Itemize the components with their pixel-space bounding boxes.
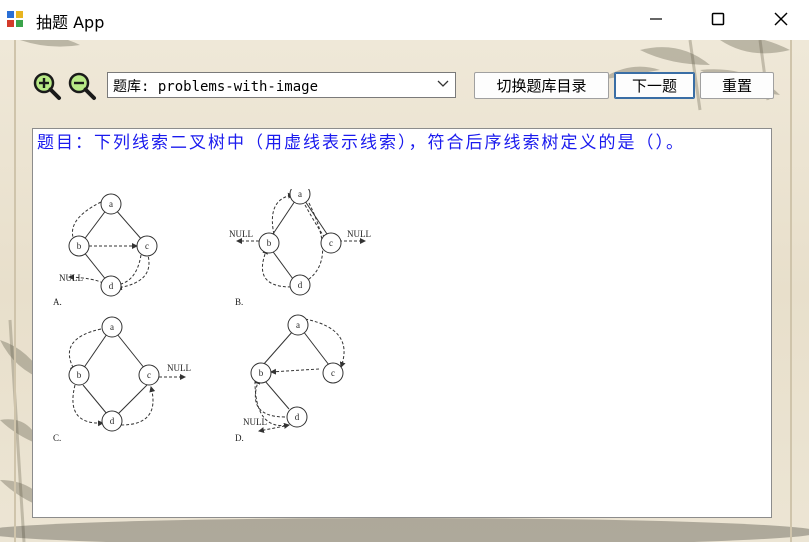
minimize-icon bbox=[650, 18, 662, 20]
node-a-label: a bbox=[296, 320, 300, 330]
option-d-tree bbox=[250, 314, 346, 434]
question-text: 题目：下列线索二叉树中（用虚线表示线索），符合后序线索树定义的是（）。 bbox=[37, 133, 685, 153]
null-label: NULL bbox=[243, 417, 267, 427]
null-label: NULL bbox=[229, 229, 253, 239]
question-bank-select-value: 题库: problems-with-image bbox=[113, 79, 319, 95]
node-a-label: a bbox=[109, 199, 113, 209]
frame-border-left bbox=[14, 40, 16, 542]
node-c-label: c bbox=[147, 370, 151, 380]
app-icon bbox=[7, 11, 23, 27]
node-b-label: b bbox=[267, 238, 272, 248]
switch-bank-directory-button[interactable]: 切换题库目录 bbox=[474, 72, 609, 99]
option-c-label: C. bbox=[53, 433, 61, 443]
client-area: 题库: problems-with-image 切换题库目录 下一题 重置 题目… bbox=[0, 40, 809, 542]
window-title: 抽题 App bbox=[36, 13, 105, 32]
node-d-label: d bbox=[109, 281, 114, 291]
node-a-label: a bbox=[110, 322, 114, 332]
next-question-button[interactable]: 下一题 bbox=[614, 72, 695, 99]
option-a-label: A. bbox=[53, 297, 62, 307]
frame-border-right bbox=[790, 40, 792, 542]
option-d-label: D. bbox=[235, 433, 244, 443]
node-d-label: d bbox=[110, 416, 115, 426]
reset-button[interactable]: 重置 bbox=[700, 72, 774, 99]
minimize-button[interactable] bbox=[633, 0, 679, 38]
option-c-tree bbox=[68, 316, 186, 432]
zoom-in-icon[interactable] bbox=[32, 70, 62, 102]
node-d-label: d bbox=[295, 412, 300, 422]
maximize-button[interactable] bbox=[695, 0, 741, 38]
chevron-down-icon bbox=[437, 80, 449, 87]
option-a-tree bbox=[68, 193, 158, 297]
zoom-out-icon[interactable] bbox=[67, 70, 97, 102]
node-c-label: c bbox=[331, 368, 335, 378]
node-b-label: b bbox=[259, 368, 264, 378]
node-b-label: b bbox=[77, 370, 82, 380]
close-button[interactable] bbox=[758, 0, 804, 38]
maximize-icon bbox=[711, 12, 725, 26]
question-bank-select[interactable]: 题库: problems-with-image bbox=[107, 72, 456, 98]
node-d-label: d bbox=[298, 280, 303, 290]
node-a-label: a bbox=[298, 189, 302, 199]
node-c-label: c bbox=[329, 238, 333, 248]
null-label: NULL bbox=[167, 363, 191, 373]
option-b-tree bbox=[236, 189, 366, 296]
question-figure: a b c d a b c d a b c d a b c d NULL NU bbox=[53, 189, 371, 443]
null-label: NULL bbox=[59, 273, 83, 283]
close-icon bbox=[774, 12, 788, 26]
node-b-label: b bbox=[77, 241, 82, 251]
title-bar: 抽题 App bbox=[0, 0, 809, 40]
option-b-label: B. bbox=[235, 297, 243, 307]
null-label: NULL bbox=[347, 229, 371, 239]
question-panel: 题目：下列线索二叉树中（用虚线表示线索），符合后序线索树定义的是（）。 bbox=[32, 128, 772, 518]
node-c-label: c bbox=[145, 241, 149, 251]
